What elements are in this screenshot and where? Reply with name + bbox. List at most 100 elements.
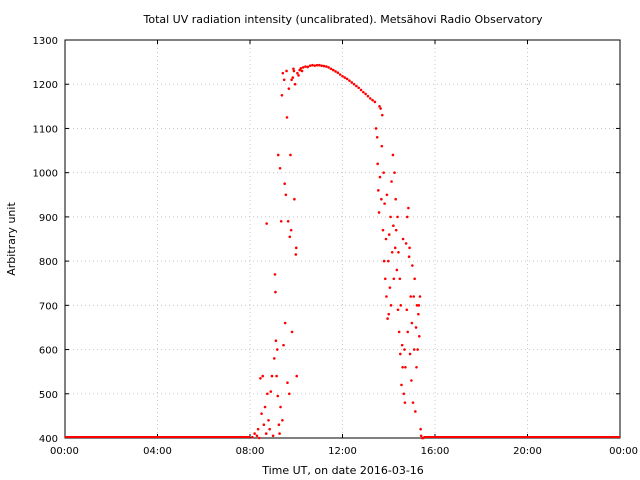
y-axis-label: Arbitrary unit	[5, 202, 18, 276]
data-point	[408, 352, 412, 356]
plot-frame	[64, 39, 621, 439]
data-point	[304, 65, 307, 68]
data-point	[409, 295, 413, 298]
y-tick-label: 400	[39, 434, 58, 445]
data-point	[415, 304, 419, 307]
data-point	[283, 182, 286, 186]
data-point	[290, 78, 293, 82]
data-point	[275, 348, 279, 351]
data-point	[403, 348, 406, 351]
data-point	[279, 220, 283, 223]
data-point	[260, 412, 263, 415]
data-point	[292, 67, 295, 71]
data-point	[268, 427, 271, 431]
data-point	[311, 63, 314, 67]
data-point	[401, 365, 404, 369]
y-tick-label: 1200	[33, 80, 58, 91]
data-point	[266, 392, 269, 396]
data-point	[259, 377, 262, 380]
data-point	[413, 277, 416, 281]
data-point	[406, 330, 410, 334]
data-point	[336, 71, 340, 75]
data-point	[383, 277, 387, 281]
data-point	[417, 334, 421, 338]
data-point	[419, 427, 422, 431]
data-point	[293, 82, 297, 86]
data-point	[264, 432, 268, 435]
x-tick-label: 00:00	[609, 446, 638, 457]
y-tick-label: 1300	[33, 36, 58, 47]
data-point	[308, 64, 312, 67]
data-point	[289, 153, 292, 157]
y-tick-label: 800	[39, 257, 58, 268]
data-point	[392, 224, 395, 228]
data-point	[297, 74, 300, 77]
x-tick-label: 00:00	[50, 446, 79, 457]
data-point	[383, 202, 386, 205]
data-point	[274, 290, 277, 294]
data-point	[393, 246, 397, 250]
data-point	[390, 180, 393, 183]
data-point	[276, 153, 280, 157]
data-point	[382, 171, 385, 174]
data-point	[378, 175, 382, 179]
data-point	[404, 365, 407, 369]
data-point	[251, 435, 254, 439]
data-point	[408, 246, 411, 250]
data-point	[416, 348, 419, 351]
data-point	[400, 383, 403, 387]
data-point	[292, 69, 296, 73]
data-point	[294, 253, 298, 256]
data-point	[280, 93, 284, 97]
data-point	[275, 374, 278, 378]
data-point	[269, 390, 273, 393]
data-point	[313, 64, 317, 67]
data-point	[411, 401, 415, 404]
x-tick-label: 04:00	[143, 446, 172, 457]
data-point	[274, 339, 278, 343]
data-point	[371, 98, 374, 102]
data-point	[405, 308, 409, 312]
y-tick-label: 1100	[33, 124, 58, 135]
data-point	[399, 304, 403, 307]
data-point	[405, 215, 409, 219]
data-point	[283, 321, 287, 325]
data-point	[299, 67, 303, 70]
data-point	[359, 88, 363, 92]
data-point	[375, 135, 379, 139]
data-point	[357, 86, 360, 90]
data-point	[391, 153, 395, 157]
data-point	[287, 87, 291, 90]
data-point	[343, 76, 347, 79]
data-point	[376, 162, 379, 166]
x-tick-label: 08:00	[236, 446, 265, 457]
data-point	[389, 215, 392, 219]
data-point	[295, 374, 299, 378]
data-point	[388, 286, 392, 289]
grid-lines	[65, 40, 620, 438]
data-point	[257, 436, 261, 440]
data-points	[251, 63, 425, 440]
data-point	[277, 423, 281, 427]
data-point	[341, 74, 344, 78]
data-point	[397, 250, 400, 254]
data-point	[396, 308, 400, 312]
data-point	[398, 277, 402, 281]
data-point	[281, 71, 285, 75]
data-point	[415, 365, 418, 369]
data-point	[396, 215, 399, 219]
chart-title: Total UV radiation intensity (uncalibrat…	[143, 13, 543, 26]
data-point	[291, 76, 295, 79]
y-tick-label: 500	[39, 390, 58, 401]
data-point	[301, 66, 305, 69]
x-tick-label: 20:00	[513, 446, 542, 457]
data-point	[422, 436, 425, 440]
y-tick-label: 600	[39, 346, 58, 357]
data-point	[410, 379, 413, 382]
data-point	[393, 171, 396, 174]
data-point	[386, 259, 390, 263]
data-point	[325, 65, 328, 68]
data-point	[385, 295, 388, 298]
y-tick-label: 900	[39, 213, 58, 224]
data-point	[417, 312, 420, 316]
